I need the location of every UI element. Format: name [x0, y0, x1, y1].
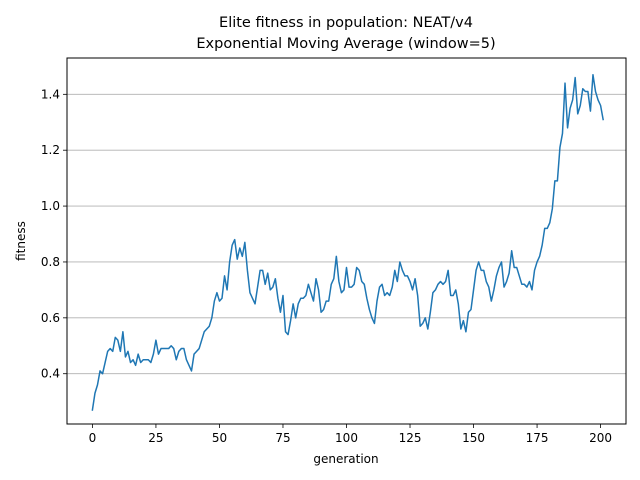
- x-tick-label: 100: [335, 431, 358, 445]
- x-tick-label: 175: [526, 431, 549, 445]
- y-tick-label: 0.8: [41, 255, 60, 269]
- x-tick-label: 75: [275, 431, 290, 445]
- x-axis-ticks: 0 25 50 75 100 125 150 175 200: [89, 424, 612, 445]
- y-tick-label: 1.4: [41, 87, 60, 101]
- x-tick-label: 150: [462, 431, 485, 445]
- grid-lines: [67, 93, 626, 375]
- x-axis-label: generation: [313, 452, 378, 466]
- x-tick-label: 25: [148, 431, 163, 445]
- y-tick-label: 0.6: [41, 311, 60, 325]
- x-tick-label: 200: [589, 431, 612, 445]
- y-tick-label: 0.4: [41, 367, 60, 381]
- y-tick-label: 1.0: [41, 199, 60, 213]
- chart-subtitle: Exponential Moving Average (window=5): [196, 36, 495, 52]
- x-tick-label: 0: [89, 431, 97, 445]
- x-tick-label: 125: [399, 431, 422, 445]
- y-tick-label: 1.2: [41, 143, 60, 157]
- y-axis-ticks: 0.4 0.6 0.8 1.0 1.2 1.4: [41, 87, 67, 381]
- series-layer: [91, 74, 605, 411]
- chart-title: Elite fitness in population: NEAT/v4: [219, 15, 473, 31]
- y-axis-label: fitness: [14, 221, 28, 261]
- series-line: [91, 74, 605, 411]
- x-tick-label: 50: [212, 431, 227, 445]
